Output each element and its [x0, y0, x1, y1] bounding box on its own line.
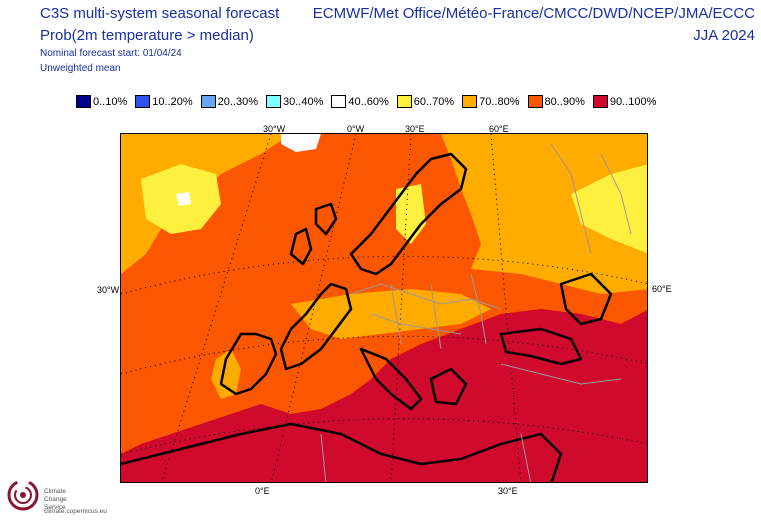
c3s-logo-icon [7, 479, 39, 511]
legend-item: 80..90% [527, 95, 585, 108]
color-legend: 0..10% 10..20% 20..30% 30..40% 40..60% 6… [76, 95, 664, 108]
legend-item: 60..70% [396, 95, 455, 108]
lon-label-bottom: 30°E [498, 486, 518, 496]
legend-label: 80..90% [544, 95, 585, 108]
title-line2: Prob(2m temperature > median) [40, 27, 254, 44]
legend-label: 70..80% [479, 95, 520, 108]
coastlines [121, 152, 613, 482]
legend-swatch [462, 95, 478, 108]
map-svg [121, 134, 647, 482]
lat-label-right: 60°E [652, 284, 672, 294]
logo-url[interactable]: climate.copernicus.eu [44, 508, 107, 515]
lon-label-top: 30°E [405, 124, 425, 134]
legend-item: 10..20% [135, 95, 193, 108]
prob-field-70-80 [121, 134, 647, 339]
prob-field-70-80-iberia [211, 349, 241, 399]
legend-item: 0..10% [76, 95, 127, 108]
legend-label: 30..40% [283, 95, 324, 108]
lat-label-left: 30°W [97, 285, 120, 295]
prob-field-70-80-west [121, 134, 291, 274]
legend-label: 0..10% [93, 95, 128, 108]
legend-item: 30..40% [266, 95, 323, 108]
lon-label-top: 0°W [347, 124, 365, 134]
systems-label: ECMWF/Met Office/Météo-France/CMCC/DWD/N… [312, 5, 755, 22]
prob-field-40-60 [176, 192, 191, 206]
legend-label: 20..30% [217, 95, 258, 108]
legend-label: 60..70% [413, 95, 455, 108]
legend-label: 10..20% [152, 95, 193, 108]
legend-swatch [527, 95, 543, 108]
lon-label-top: 30°W [263, 124, 286, 134]
period-label: JJA 2024 [693, 27, 755, 44]
legend-swatch [266, 95, 281, 108]
legend-swatch [200, 95, 216, 108]
lon-label-bottom: 0°E [255, 486, 270, 496]
logo-line2: Change Service [44, 496, 67, 511]
logo-line1: Climate [44, 488, 67, 495]
legend-item: 70..80% [462, 95, 520, 108]
lon-label-top: 60°E [489, 124, 509, 134]
legend-swatch [76, 95, 91, 108]
legend-label: 90..100% [609, 95, 657, 108]
legend-item: 40..60% [331, 95, 389, 108]
legend-swatch [331, 95, 347, 108]
legend-swatch [396, 95, 412, 108]
legend-swatch [592, 95, 608, 108]
legend-item: 20..30% [200, 95, 258, 108]
prob-field-40-60 [281, 134, 321, 152]
prob-field-60-70 [571, 164, 647, 254]
legend-swatch [135, 95, 151, 108]
weighting-label: Unweighted mean [40, 63, 121, 74]
forecast-start: Nominal forecast start: 01/04/24 [40, 48, 182, 59]
forecast-map [120, 133, 648, 483]
legend-item: 90..100% [592, 95, 657, 108]
title-line1: C3S multi-system seasonal forecast [40, 5, 280, 22]
country-borders [320, 143, 632, 482]
legend-label: 40..60% [348, 95, 389, 108]
